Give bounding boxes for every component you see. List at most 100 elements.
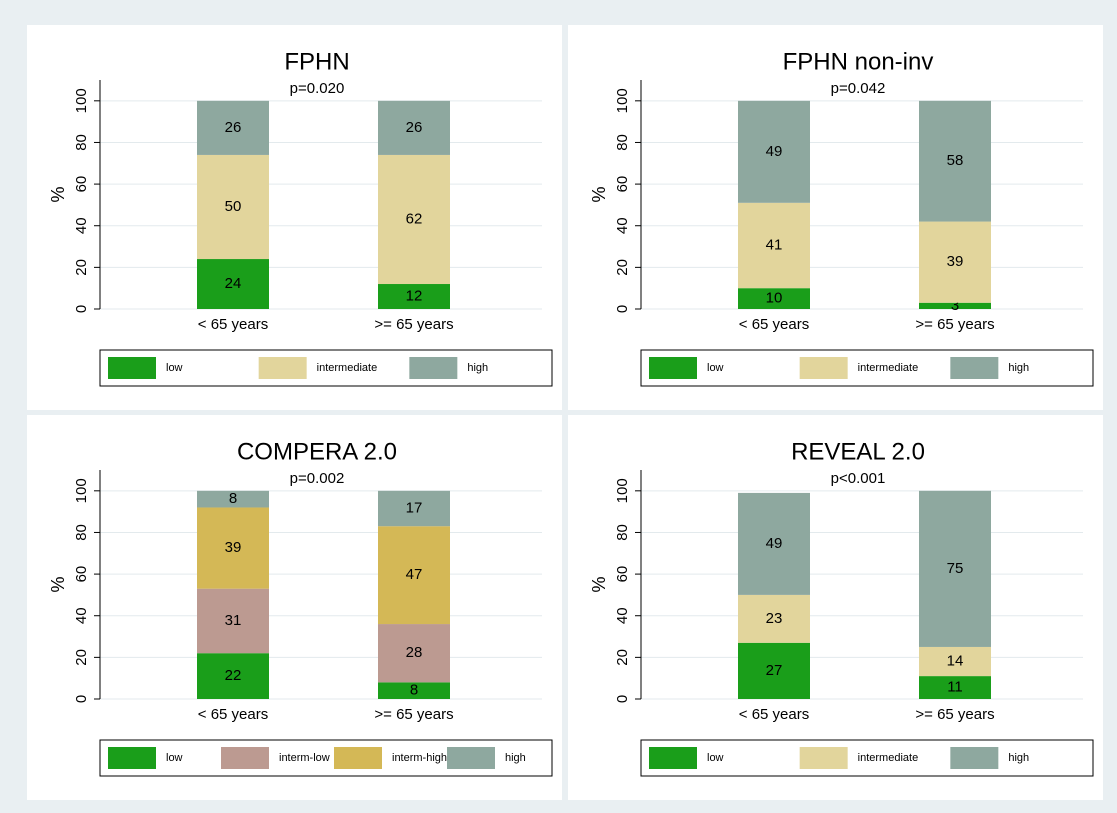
panel: COMPERA 2.0 p=0.002 0 20 40 60 80 100% < 65 year… (27, 415, 562, 800)
legend-label: high (467, 362, 488, 374)
y-tick-label: 100 (73, 478, 90, 503)
bar-segment (197, 100, 269, 155)
legend-label: high (1008, 752, 1029, 764)
data-label: 62 (406, 210, 423, 227)
data-label: 10 (766, 290, 783, 307)
data-label: 49 (766, 535, 783, 552)
legend-swatch (799, 747, 848, 769)
panel-background (27, 25, 562, 410)
data-label: 41 (766, 236, 783, 253)
legend-swatch (334, 747, 382, 769)
chart-subtitle: p=0.042 (831, 80, 886, 97)
bar-segment (378, 682, 450, 699)
panel: FPHN non-inv p=0.042 0 20 40 60 80 100% < 65 yea… (568, 25, 1103, 410)
x-tick-label: < 65 years (739, 706, 809, 723)
legend-swatch (950, 747, 999, 769)
bar-segment (197, 588, 269, 654)
bar-segment (919, 646, 991, 677)
data-label: 75 (947, 560, 964, 577)
legend-label: interm-high (392, 752, 447, 764)
data-label: 50 (225, 198, 242, 215)
legend-swatch (258, 357, 307, 379)
legend-label: high (505, 752, 526, 764)
y-tick-label: 60 (614, 566, 631, 583)
legend-swatch (950, 357, 999, 379)
data-label: 8 (229, 490, 237, 507)
y-tick-label: 40 (73, 217, 90, 234)
data-label: 17 (406, 499, 423, 516)
y-tick-label: 40 (73, 607, 90, 624)
panel: REVEAL 2.0 p<0.001 0 20 40 60 80 100% < 65 years… (568, 415, 1103, 800)
data-label: 3 (951, 297, 959, 314)
bar-segment (197, 490, 269, 508)
panel-background (568, 25, 1103, 410)
bar-segment (378, 284, 450, 309)
legend-label: low (707, 752, 724, 764)
y-tick-label: 0 (614, 695, 631, 703)
x-tick-label: >= 65 years (915, 706, 994, 723)
panel-background (568, 415, 1103, 800)
bar-segment (197, 653, 269, 699)
x-tick-label: >= 65 years (374, 706, 453, 723)
bar-segment (738, 100, 810, 203)
bar-segment (378, 154, 450, 285)
bar-segment (197, 154, 269, 260)
bar-segment (738, 202, 810, 289)
y-tick-label: 20 (614, 259, 631, 276)
y-tick-label: 40 (614, 607, 631, 624)
data-label: 31 (225, 612, 242, 629)
data-label: 23 (766, 610, 783, 627)
y-tick-label: 80 (614, 134, 631, 151)
y-tick-label: 60 (614, 176, 631, 193)
data-label: 47 (406, 566, 423, 583)
panel-background (27, 415, 562, 800)
bar-segment (378, 526, 450, 625)
chart-subtitle: p=0.020 (290, 80, 345, 97)
y-axis-label: % (589, 576, 609, 592)
x-tick-label: >= 65 years (915, 316, 994, 333)
data-label: 26 (406, 119, 423, 136)
data-label: 58 (947, 152, 964, 169)
bar-segment (919, 676, 991, 699)
chart-title: REVEAL 2.0 (791, 438, 925, 465)
bar-segment (919, 490, 991, 647)
bar-segment (738, 492, 810, 595)
y-axis-label: % (48, 186, 68, 202)
y-tick-label: 20 (73, 259, 90, 276)
x-tick-label: >= 65 years (374, 316, 453, 333)
chart-title: FPHN (284, 48, 349, 75)
bar-segment (378, 624, 450, 683)
legend-label: intermediate (858, 362, 919, 374)
x-tick-label: < 65 years (198, 706, 268, 723)
chart-subtitle: p=0.002 (290, 470, 345, 487)
data-label: 24 (225, 275, 242, 292)
data-label: 22 (225, 667, 242, 684)
panel: FPHN p=0.020 0 20 40 60 80 100% < 65 years 24 50 26… (27, 25, 562, 410)
x-tick-label: < 65 years (198, 316, 268, 333)
y-tick-label: 20 (614, 649, 631, 666)
legend-swatch (799, 357, 848, 379)
legend-swatch (108, 747, 156, 769)
legend-label: interm-low (279, 752, 330, 764)
y-tick-label: 80 (73, 524, 90, 541)
legend-swatch (409, 357, 458, 379)
data-label: 39 (225, 539, 242, 556)
y-tick-label: 100 (614, 478, 631, 503)
bar-segment (919, 302, 991, 309)
data-label: 39 (947, 253, 964, 270)
legend-label: low (707, 362, 724, 374)
y-tick-label: 80 (73, 134, 90, 151)
y-tick-label: 0 (73, 305, 90, 313)
y-axis-label: % (48, 576, 68, 592)
legend-label: high (1008, 362, 1029, 374)
y-tick-label: 100 (614, 88, 631, 113)
legend-label: low (166, 752, 183, 764)
bar-segment (738, 288, 810, 309)
data-label: 14 (947, 652, 964, 669)
chart-title: FPHN non-inv (783, 48, 934, 75)
y-tick-label: 60 (73, 566, 90, 583)
legend-label: intermediate (317, 362, 378, 374)
data-label: 49 (766, 143, 783, 160)
y-tick-label: 0 (73, 695, 90, 703)
bar-segment (919, 221, 991, 303)
